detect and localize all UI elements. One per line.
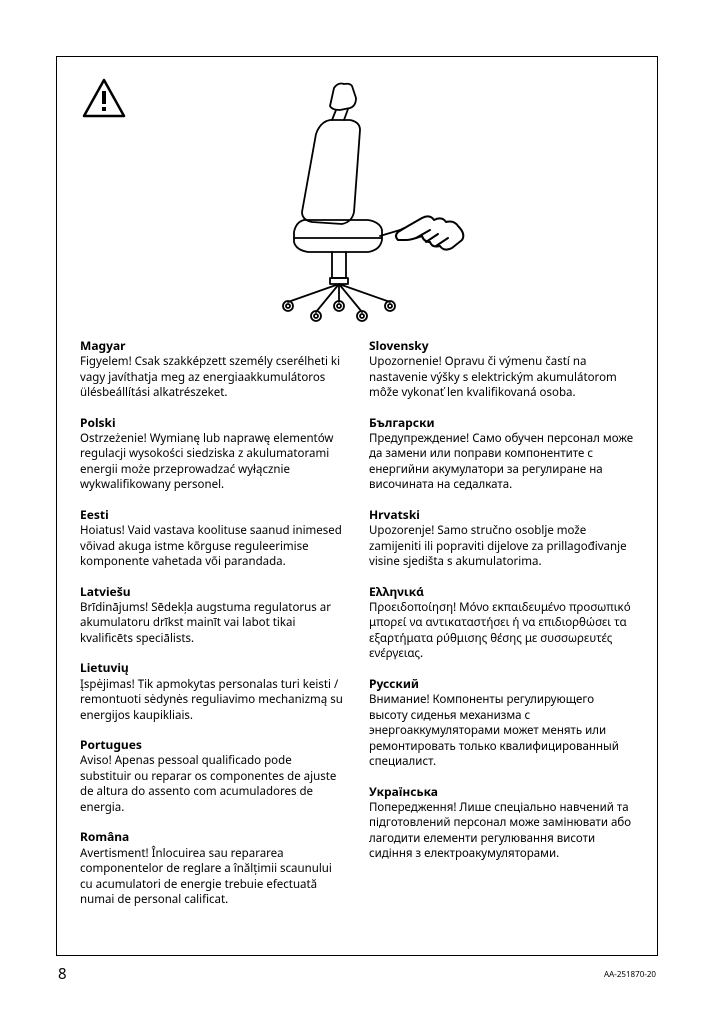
lang-title: Lietuvių [80, 660, 345, 676]
lang-body: Aviso! Apenas pessoal qualificado pode s… [80, 753, 345, 815]
lang-block: SlovenskyUpozornenie! Opravu či výmenu č… [369, 338, 634, 401]
lang-block: БългарскиПредупреждение! Само обучен пер… [369, 415, 634, 493]
lang-title: Eesti [80, 507, 345, 523]
lang-title: Slovensky [369, 338, 634, 354]
lang-block: LatviešuBrīdinājums! Sēdekļa augstuma re… [80, 584, 345, 647]
page-number: 8 [58, 964, 67, 984]
lang-body: Įspėjimas! Tik apmokytas personalas turi… [80, 677, 345, 724]
lang-block: RomânaAvertisment! Înlocuirea sau repara… [80, 829, 345, 907]
chair-illustration [260, 78, 460, 333]
lang-body: Brīdinājums! Sēdekļa augstuma regulatoru… [80, 600, 345, 647]
lang-body: Hoiatus! Vaid vastava koolituse saanud i… [80, 523, 345, 570]
lang-title: Български [369, 415, 634, 431]
lang-title: Polski [80, 415, 345, 431]
lang-title: Українська [369, 784, 634, 800]
lang-block: РусскийВнимание! Компоненты регулирующег… [369, 676, 634, 770]
column-left: MagyarFigyelem! Csak szakképzett személy… [80, 338, 345, 922]
lang-title: Româna [80, 829, 345, 845]
lang-body: Figyelem! Csak szakképzett személy cseré… [80, 354, 345, 401]
lang-title: Portugues [80, 737, 345, 753]
lang-block: УкраїнськаПопередження! Лише спеціально … [369, 784, 634, 862]
warning-icon [82, 78, 126, 123]
warnings-content: MagyarFigyelem! Csak szakképzett személy… [80, 338, 634, 922]
lang-block: PortuguesAviso! Apenas pessoal qualifica… [80, 737, 345, 815]
lang-block: EestiHoiatus! Vaid vastava koolituse saa… [80, 507, 345, 570]
lang-block: HrvatskiUpozorenje! Samo stručno osoblje… [369, 507, 634, 570]
lang-block: MagyarFigyelem! Csak szakképzett személy… [80, 338, 345, 401]
lang-body: Προειδοποίηση! Μόνο εκπαιδευμένο προσωπι… [369, 600, 634, 662]
lang-body: Попередження! Лише спеціально навчений т… [369, 800, 634, 862]
lang-body: Upozornenie! Opravu či výmenu častí na n… [369, 354, 634, 401]
lang-title: Hrvatski [369, 507, 634, 523]
lang-title: Русский [369, 676, 634, 692]
column-right: SlovenskyUpozornenie! Opravu či výmenu č… [369, 338, 634, 922]
lang-body: Upozorenje! Samo stručno osoblje može za… [369, 523, 634, 570]
lang-body: Внимание! Компоненты регулирующего высот… [369, 692, 634, 770]
lang-block: LietuviųĮspėjimas! Tik apmokytas persona… [80, 660, 345, 723]
document-id: AA-251870-20 [604, 969, 656, 980]
lang-title: Magyar [80, 338, 345, 354]
lang-block: PolskiOstrzeżenie! Wymianę lub naprawę e… [80, 415, 345, 493]
lang-title: Latviešu [80, 584, 345, 600]
lang-body: Avertisment! Înlocuirea sau repararea co… [80, 846, 345, 908]
lang-title: Ελληνικά [369, 584, 634, 600]
lang-body: Предупреждение! Само обучен персонал мож… [369, 431, 634, 493]
lang-body: Ostrzeżenie! Wymianę lub naprawę element… [80, 431, 345, 493]
lang-block: ΕλληνικάΠροειδοποίηση! Μόνο εκπαιδευμένο… [369, 584, 634, 662]
